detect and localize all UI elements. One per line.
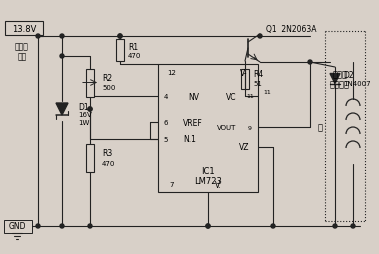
Text: 空: 空 [318, 123, 323, 132]
Text: VOUT: VOUT [217, 124, 236, 131]
Text: 1W: 1W [78, 120, 89, 125]
Text: GND: GND [8, 222, 26, 231]
Text: LM723: LM723 [194, 176, 222, 185]
Text: V.: V. [215, 180, 221, 189]
Bar [5, 22, 43, 36]
Bar [158, 65, 258, 192]
Text: R2: R2 [102, 74, 112, 83]
Text: 470: 470 [102, 160, 115, 166]
Text: 发电机: 发电机 [332, 70, 348, 79]
Circle shape [88, 108, 92, 112]
Text: N.1: N.1 [183, 135, 196, 144]
Text: VZ: VZ [239, 143, 249, 152]
Circle shape [206, 224, 210, 228]
Bar [86, 144, 94, 172]
Text: 励磁绕组: 励磁绕组 [330, 80, 350, 89]
Circle shape [206, 224, 210, 228]
Circle shape [36, 35, 40, 39]
Circle shape [60, 55, 64, 59]
Text: V-: V- [240, 68, 248, 77]
Text: VREF: VREF [183, 118, 203, 127]
Text: Q1  2N2063A: Q1 2N2063A [266, 24, 316, 33]
Text: NV: NV [188, 92, 199, 101]
Text: 12: 12 [168, 70, 177, 76]
Circle shape [60, 224, 64, 228]
Bar [241, 69, 249, 89]
Text: 13.8V: 13.8V [12, 24, 36, 33]
Text: 接点火: 接点火 [15, 42, 29, 51]
Text: 11: 11 [263, 89, 271, 94]
Text: 6: 6 [164, 120, 168, 125]
Text: 500: 500 [102, 85, 115, 91]
Circle shape [271, 224, 275, 228]
Polygon shape [330, 74, 340, 84]
Text: 5: 5 [164, 136, 168, 142]
Text: VC: VC [226, 92, 236, 101]
Text: R4: R4 [253, 70, 263, 79]
Text: 16V: 16V [78, 112, 92, 118]
Polygon shape [56, 104, 68, 116]
Text: IC1: IC1 [201, 166, 215, 175]
Text: 1N4007: 1N4007 [343, 81, 371, 87]
Text: D2: D2 [343, 71, 354, 80]
Circle shape [308, 61, 312, 65]
Bar [4, 220, 32, 233]
Text: 470: 470 [128, 53, 141, 59]
Text: R3: R3 [102, 148, 112, 157]
Circle shape [60, 35, 64, 39]
Bar [86, 69, 94, 97]
Circle shape [88, 224, 92, 228]
Circle shape [36, 224, 40, 228]
Circle shape [258, 35, 262, 39]
Circle shape [118, 35, 122, 39]
Text: 51: 51 [253, 80, 262, 86]
Text: 开关: 开关 [17, 52, 27, 61]
Circle shape [118, 35, 122, 39]
Text: 9: 9 [248, 125, 252, 130]
Text: 11: 11 [246, 94, 254, 99]
Text: R1: R1 [128, 42, 138, 51]
Circle shape [333, 224, 337, 228]
Text: 7: 7 [170, 181, 174, 187]
Bar [116, 40, 124, 62]
Text: D1: D1 [78, 102, 89, 111]
Text: 4: 4 [164, 94, 168, 100]
Circle shape [88, 108, 92, 112]
Circle shape [351, 224, 355, 228]
